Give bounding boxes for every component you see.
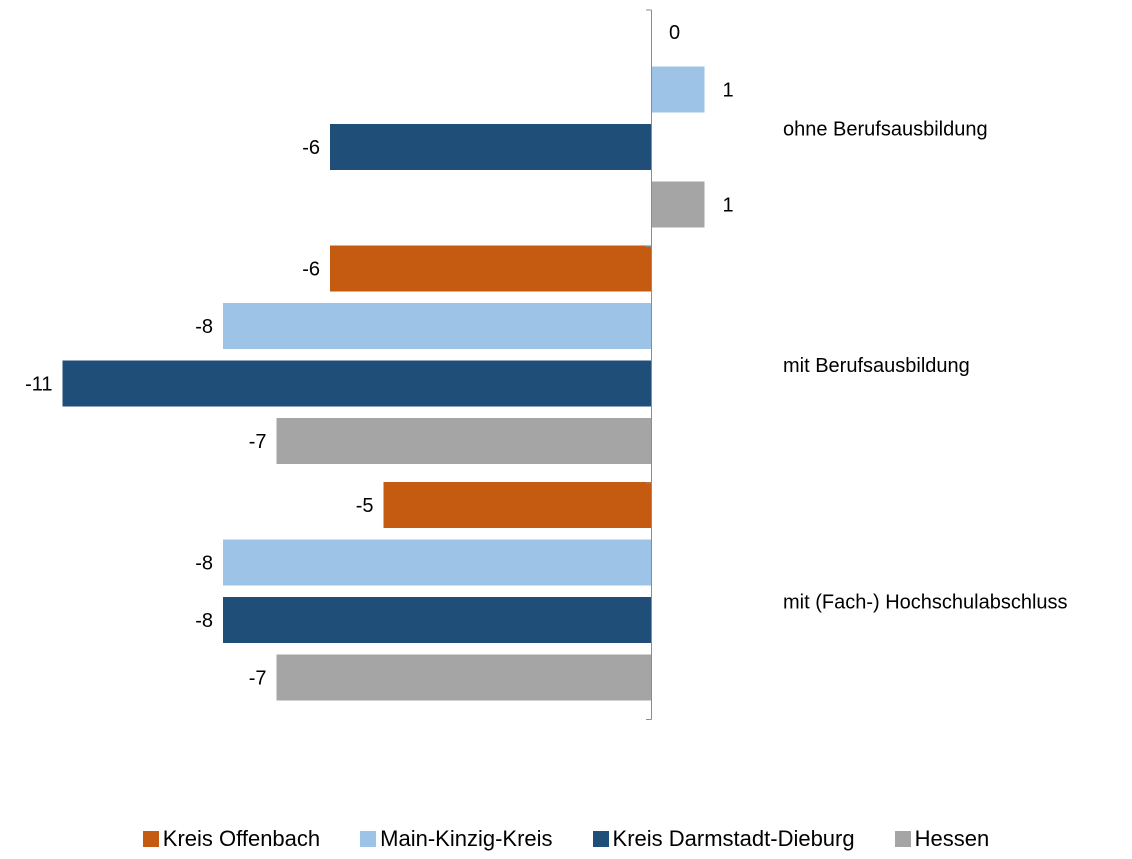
data-label-main-kinzig-kreis-mit-berufsausbildung: -8 (195, 316, 213, 338)
bar-hessen-mit-fach-hochschulabschluss (276, 654, 651, 701)
bar-main-kinzig-kreis-mit-fach-hochschulabschluss (223, 539, 651, 586)
legend-label-kreis-darmstadt-dieburg: Kreis Darmstadt-Dieburg (612, 826, 855, 851)
category-label-mit-fach-hochschulabschluss: mit (Fach-) Hochschulabschluss (783, 591, 1068, 613)
bar-main-kinzig-kreis-mit-berufsausbildung (223, 303, 651, 349)
legend-swatch-main-kinzig-kreis (360, 831, 377, 847)
bar-hessen-mit-berufsausbildung (276, 418, 651, 464)
bar-kreis-darmstadt-dieburg-ohne-berufsausbildung (330, 124, 651, 170)
legend-item-main-kinzig-kreis: Main-Kinzig-Kreis (360, 826, 553, 852)
bar-kreis-darmstadt-dieburg-mit-berufsausbildung (62, 360, 651, 407)
data-label-main-kinzig-kreis-ohne-berufsausbildung: 1 (723, 80, 734, 102)
legend-label-hessen: Hessen (914, 826, 990, 851)
data-label-kreis-darmstadt-dieburg-ohne-berufsausbildung: -6 (302, 137, 320, 159)
data-label-hessen-mit-fach-hochschulabschluss: -7 (249, 668, 267, 690)
bar-kreis-offenbach-mit-berufsausbildung (330, 245, 651, 292)
data-label-kreis-offenbach-mit-fach-hochschulabschluss: -5 (356, 495, 374, 517)
data-label-main-kinzig-kreis-mit-fach-hochschulabschluss: -8 (195, 553, 213, 575)
data-label-kreis-offenbach-ohne-berufsausbildung: 0 (669, 22, 680, 44)
legend-swatch-hessen (894, 831, 911, 847)
data-label-kreis-darmstadt-dieburg-mit-berufsausbildung: -11 (25, 374, 52, 396)
category-label-mit-berufsausbildung: mit Berufsausbildung (783, 355, 970, 377)
bar-hessen-ohne-berufsausbildung (651, 181, 705, 228)
data-label-kreis-offenbach-mit-berufsausbildung: -6 (302, 259, 320, 281)
legend: Kreis Offenbach Main-Kinzig-Kreis Kreis … (0, 826, 1132, 852)
bar-kreis-offenbach-mit-fach-hochschulabschluss (383, 482, 651, 528)
legend-item-kreis-darmstadt-dieburg: Kreis Darmstadt-Dieburg (592, 826, 855, 852)
legend-swatch-kreis-offenbach (142, 831, 159, 847)
legend-label-kreis-offenbach: Kreis Offenbach (162, 826, 321, 851)
legend-swatch-kreis-darmstadt-dieburg (592, 831, 609, 847)
bar-kreis-darmstadt-dieburg-mit-fach-hochschulabschluss (223, 597, 651, 643)
legend-label-main-kinzig-kreis: Main-Kinzig-Kreis (380, 826, 553, 851)
legend-item-kreis-offenbach: Kreis Offenbach (142, 826, 321, 852)
category-label-ohne-berufsausbildung: ohne Berufsausbildung (783, 118, 988, 140)
data-label-kreis-darmstadt-dieburg-mit-fach-hochschulabschluss: -8 (195, 610, 213, 632)
legend-item-hessen: Hessen (894, 826, 990, 852)
data-label-hessen-mit-berufsausbildung: -7 (249, 431, 267, 453)
bar-main-kinzig-kreis-ohne-berufsausbildung (651, 66, 705, 113)
data-label-hessen-ohne-berufsausbildung: 1 (723, 195, 734, 217)
